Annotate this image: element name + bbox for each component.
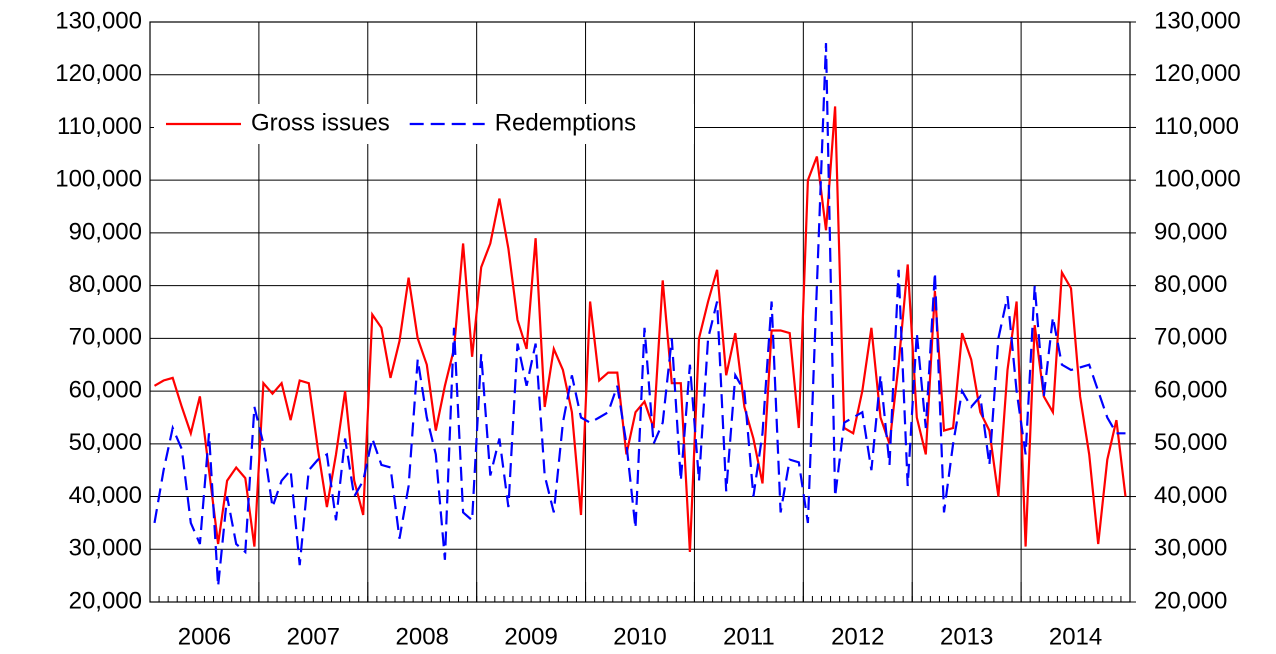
y2-tick-label: 130,000 — [1154, 7, 1241, 34]
x-tick-label: 2007 — [287, 623, 340, 650]
legend-box — [154, 104, 694, 144]
y-tick-label: 80,000 — [69, 271, 142, 298]
y2-tick-label: 120,000 — [1154, 60, 1241, 87]
y2-tick-label: 20,000 — [1154, 587, 1227, 614]
legend-label: Redemptions — [495, 109, 636, 136]
y-tick-label: 60,000 — [69, 376, 142, 403]
y2-tick-label: 40,000 — [1154, 482, 1227, 509]
y-tick-label: 90,000 — [69, 218, 142, 245]
x-tick-label: 2006 — [178, 623, 231, 650]
y-tick-label: 20,000 — [69, 587, 142, 614]
y-tick-label: 100,000 — [55, 166, 142, 193]
lines — [153, 43, 1127, 587]
y2-tick-label: 100,000 — [1154, 166, 1241, 193]
x-tick-label: 2010 — [613, 623, 666, 650]
x-tick-label: 2013 — [940, 623, 993, 650]
y-tick-label: 120,000 — [55, 60, 142, 87]
x-tick-label: 2012 — [831, 623, 884, 650]
y2-tick-label: 60,000 — [1154, 376, 1227, 403]
y2-tick-label: 80,000 — [1154, 271, 1227, 298]
x-tick-label: 2008 — [396, 623, 449, 650]
y2-tick-label: 30,000 — [1154, 535, 1227, 562]
data-line — [153, 106, 1127, 552]
data-line — [153, 43, 1126, 587]
y2-tick-label: 110,000 — [1154, 113, 1239, 140]
plot-frame — [149, 21, 1131, 603]
y-tick-label: 40,000 — [69, 482, 142, 509]
y-tick-label: 50,000 — [69, 429, 142, 456]
x-tick-label: 2014 — [1049, 623, 1102, 650]
y2-tick-label: 90,000 — [1154, 218, 1227, 245]
y-tick-label: 30,000 — [69, 535, 142, 562]
y-tick-label: 130,000 — [55, 7, 142, 34]
y-tick-label: 110,000 — [57, 113, 142, 140]
y2-tick-label: 50,000 — [1154, 429, 1227, 456]
x-tick-label: 2011 — [723, 623, 775, 650]
y2-tick-label: 70,000 — [1154, 324, 1227, 351]
legend: Gross issues Redemptions — [154, 104, 694, 144]
x-tick-label: 2009 — [504, 623, 557, 650]
axes: 20,000 30,000 40,000 50,000 60,000 70,000 80,0… — [55, 7, 1241, 650]
legend-label: Gross issues — [251, 109, 390, 136]
y-tick-label: 70,000 — [69, 324, 142, 351]
